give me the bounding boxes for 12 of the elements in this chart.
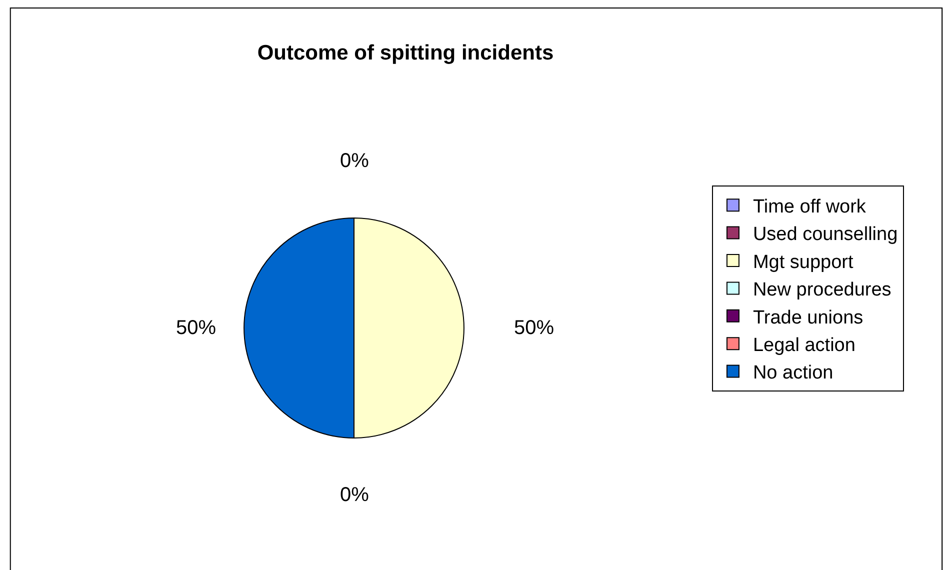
legend-label: Used counselling [752,224,898,246]
legend-label: Mgt support [752,252,854,273]
text: 0% [340,150,369,172]
text: 0% [340,484,369,506]
chart-title: Outcome of spitting incidents [257,41,554,64]
legend-label: Legal action [752,335,856,356]
legend-label: Trade unions [752,307,864,328]
legend-label: Time off work [752,196,866,218]
data-label: 50% [176,317,216,339]
legend-label: New procedures [752,280,892,301]
legend-label: No action [752,362,834,384]
data-label: 50% [514,317,554,339]
